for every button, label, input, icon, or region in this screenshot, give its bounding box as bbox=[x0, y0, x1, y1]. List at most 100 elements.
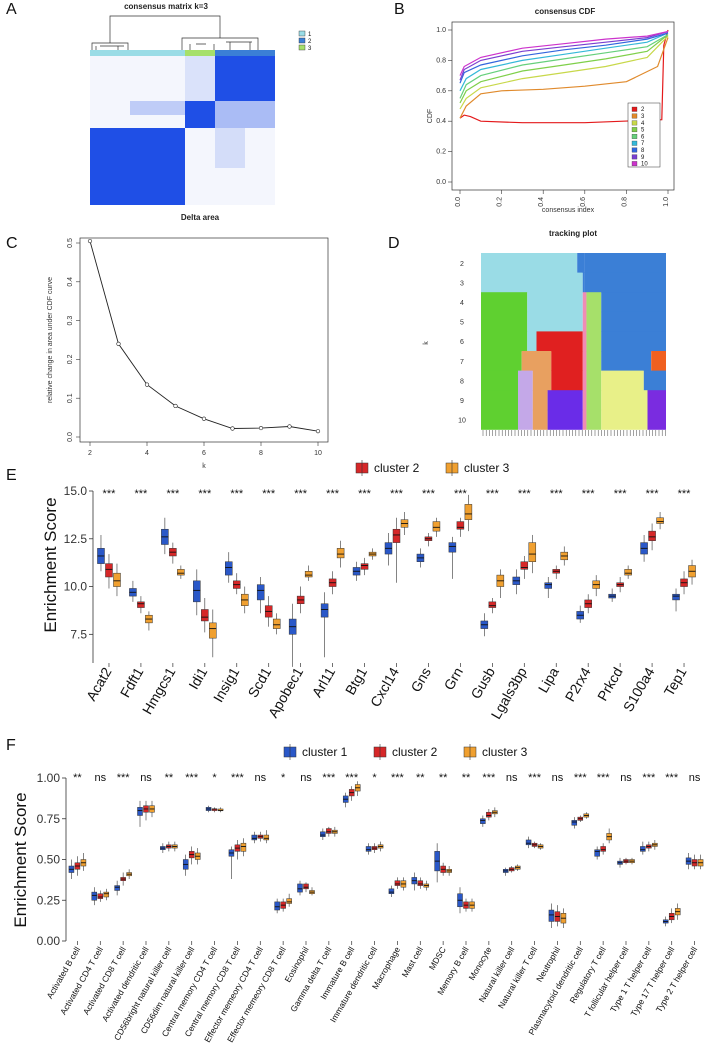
delta-ytick-label: 0.4 bbox=[67, 277, 74, 287]
cdf-legend-swatch bbox=[631, 161, 638, 167]
delta-point bbox=[230, 426, 235, 431]
e-xtick-label: P2rx4 bbox=[562, 664, 594, 704]
f-box bbox=[297, 883, 303, 893]
f-sig-label: *** bbox=[665, 772, 679, 784]
tracking-segment-k6 bbox=[536, 331, 583, 352]
f-box bbox=[274, 901, 280, 911]
f-sig-label: *** bbox=[117, 772, 131, 784]
e-sig-label: *** bbox=[198, 488, 212, 500]
delta-ytick-label: 0.1 bbox=[67, 393, 74, 403]
e-box bbox=[105, 563, 113, 578]
tracking-segment-k8 bbox=[643, 370, 666, 391]
tracking-segment-k5 bbox=[481, 311, 528, 332]
tracking-segment-k9 bbox=[547, 390, 583, 411]
cdf-legend-swatch bbox=[631, 134, 638, 139]
e-xtick-label: S100a4 bbox=[620, 664, 658, 714]
e-box bbox=[648, 530, 656, 541]
tracking-segment-k8 bbox=[518, 370, 533, 391]
e-sig-label: *** bbox=[230, 488, 244, 500]
cdf-legend-label: 4 bbox=[641, 121, 645, 127]
tracking-k-label: 10 bbox=[458, 418, 466, 425]
f-ytick-label: 1.00 bbox=[37, 771, 61, 785]
cdf-xlabel: consensus index bbox=[542, 207, 595, 214]
f-sig-label: *** bbox=[528, 772, 542, 784]
tracking-segment-k4 bbox=[586, 292, 602, 313]
delta-point bbox=[201, 416, 207, 421]
cdf-xtick-label: 0.6 bbox=[580, 197, 587, 207]
f-legend-label: cluster 2 bbox=[392, 745, 438, 759]
legend-a-label-2: 2 bbox=[308, 39, 312, 45]
f-boxes bbox=[68, 781, 704, 928]
tracking-ylabel: k bbox=[423, 341, 430, 345]
tracking-segment-k6 bbox=[586, 331, 602, 352]
f-ylabel: Enrichment Score bbox=[11, 792, 30, 927]
e-xtick-label: Tep1 bbox=[661, 664, 690, 698]
e-box bbox=[544, 582, 552, 589]
tracking-segment-k7 bbox=[586, 351, 602, 371]
consensus-matrix-panel: consensus matrix k=3 1 2 3 bbox=[90, 2, 312, 205]
e-box bbox=[488, 601, 497, 608]
e-box bbox=[256, 584, 265, 601]
f-box bbox=[91, 891, 98, 901]
e-box bbox=[656, 517, 664, 524]
e-box bbox=[304, 571, 313, 578]
f-sig-label: ns bbox=[620, 772, 632, 784]
tracking-k-label: 2 bbox=[460, 261, 464, 268]
f-box bbox=[571, 820, 578, 826]
f-box bbox=[103, 891, 110, 898]
e-sig-label: *** bbox=[518, 488, 532, 500]
e-box bbox=[193, 580, 201, 603]
e-sig-label: *** bbox=[358, 488, 372, 500]
e-sig-label: *** bbox=[646, 488, 660, 500]
f-box bbox=[365, 846, 372, 852]
tracking-k-label: 9 bbox=[460, 398, 464, 405]
e-xtick-label: Cxcl14 bbox=[367, 664, 402, 709]
f-sig-label: *** bbox=[574, 772, 588, 784]
f-box bbox=[263, 834, 270, 841]
e-xtick-label: Grn bbox=[440, 665, 466, 693]
cdf-plot-frame bbox=[451, 21, 675, 191]
cdf-legend-label: 7 bbox=[641, 141, 645, 147]
f-sig-label: ns bbox=[140, 772, 152, 784]
e-sig-label: *** bbox=[326, 488, 340, 500]
delta-xtick-label: 6 bbox=[202, 450, 206, 457]
e-ytick-label: 12.5 bbox=[64, 532, 88, 546]
e-box bbox=[201, 609, 209, 622]
cdf-ytick-label: 0.8 bbox=[436, 57, 446, 64]
e-sig-label: *** bbox=[550, 488, 564, 500]
e-sig-label: *** bbox=[422, 488, 436, 500]
f-box bbox=[137, 807, 143, 816]
matrix-offdiag-1 bbox=[215, 101, 275, 128]
f-box bbox=[388, 888, 395, 894]
legend-a-label-1: 1 bbox=[308, 32, 312, 38]
delta-point bbox=[287, 424, 292, 429]
e-sig-label: *** bbox=[486, 488, 500, 500]
tracking-segment-k2 bbox=[577, 253, 585, 273]
matrix-block-cluster-1 bbox=[90, 128, 185, 205]
cluster-1-bar bbox=[90, 50, 185, 56]
delta-point bbox=[87, 238, 93, 244]
e-legend-label: cluster 2 bbox=[374, 461, 420, 475]
matrix-offdiag-3 bbox=[215, 128, 245, 168]
consensus-matrix-title: consensus matrix k=3 bbox=[124, 2, 208, 11]
tracking-segment-k9 bbox=[601, 390, 648, 411]
f-sig-label: *** bbox=[391, 772, 405, 784]
delta-ytick-label: 0.5 bbox=[67, 238, 74, 248]
f-sig-label: ns bbox=[552, 772, 564, 784]
f-sig-label: ** bbox=[416, 772, 425, 784]
tracking-segment-k10 bbox=[481, 409, 518, 430]
f-legend-label: cluster 3 bbox=[482, 745, 528, 759]
f-box bbox=[417, 880, 424, 886]
cdf-xtick-label: 1.0 bbox=[663, 197, 670, 207]
tracking-segment-k9 bbox=[532, 390, 548, 411]
e-xtick-label: Scd1 bbox=[244, 664, 274, 700]
tracking-k-label: 7 bbox=[460, 359, 464, 366]
f-sig-label: * bbox=[281, 772, 286, 784]
tracking-segment-k8 bbox=[582, 370, 587, 391]
cdf-line-k5 bbox=[459, 34, 669, 104]
e-ylabel: Enrichment Score bbox=[41, 497, 60, 632]
delta-x-ticks: 2 4 6 8 10 bbox=[88, 442, 322, 457]
f-xtick-label: MDSC bbox=[427, 945, 448, 972]
tracking-segment-k7 bbox=[601, 351, 652, 371]
